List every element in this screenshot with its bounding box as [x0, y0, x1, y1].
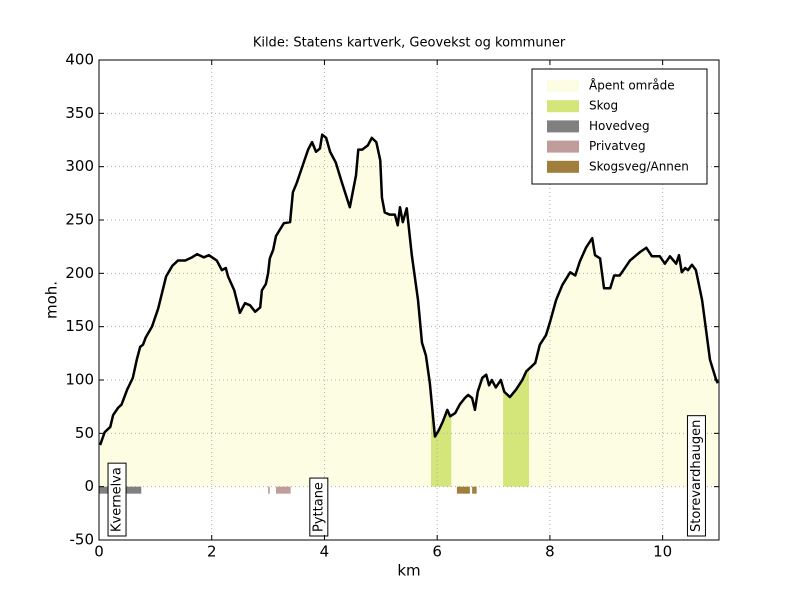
x-tick-label: 8	[545, 543, 555, 561]
annotation-box	[309, 477, 329, 537]
y-axis-label: moh.	[43, 281, 61, 319]
legend: Åpent område Skog Hovedveg Privatveg Skogsve…	[531, 68, 708, 185]
y-tick-label: -50	[70, 531, 95, 549]
x-axis-label: km	[397, 562, 420, 580]
elevation-line	[98, 133, 719, 446]
legend-label: Hovedveg	[589, 119, 650, 133]
plot-area: Kvernelva Pyttane Storevardhaugen 0 2 4 6 8 10 -5…	[65, 51, 720, 561]
annotation-label: Kvernelva	[110, 467, 125, 532]
legend-label: Skog	[589, 99, 618, 113]
y-tick-label: 250	[65, 211, 94, 229]
y-tick-label: 350	[65, 104, 94, 122]
road-segment	[275, 486, 291, 494]
legend-swatch	[547, 80, 579, 92]
legend-swatch	[547, 160, 579, 173]
place-annotation: Kvernelva	[107, 462, 127, 537]
road-segment	[268, 486, 270, 494]
land-cover-area	[100, 134, 718, 487]
land-cover-area	[430, 395, 452, 487]
annotation-label: Pyttane	[311, 482, 326, 532]
x-tick-label: 4	[320, 543, 330, 561]
place-annotation: Storevardhaugen	[686, 415, 706, 537]
legend-swatch	[547, 120, 579, 133]
road-segment	[456, 486, 470, 494]
annotation-box	[686, 415, 706, 537]
legend-swatch	[547, 140, 579, 153]
y-tick-label: 50	[75, 424, 94, 442]
legend-swatch	[547, 100, 579, 113]
axes-frame	[98, 59, 720, 541]
place-annotation: Pyttane	[309, 477, 329, 537]
x-tick-label: 10	[653, 543, 672, 561]
x-tick-label: 0	[94, 543, 104, 561]
x-tick-label: 6	[432, 543, 442, 561]
legend-label: Privatveg	[589, 139, 646, 153]
y-tick-label: 150	[65, 317, 94, 335]
y-tick-label: 300	[65, 157, 94, 175]
y-tick-label: 400	[65, 51, 94, 69]
annotation-box	[107, 462, 127, 537]
y-tick-label: 100	[65, 371, 94, 389]
x-tick-label: 2	[207, 543, 217, 561]
annotation-label: Storevardhaugen	[689, 420, 704, 532]
legend-label: Skogsveg/Annen	[589, 159, 689, 173]
road-segment	[472, 486, 477, 494]
chart-title: Kilde: Statens kartverk, Geovekst og kom…	[253, 36, 566, 51]
y-tick-label: 0	[84, 477, 94, 495]
legend-label: Åpent område	[589, 78, 675, 93]
y-tick-label: 200	[65, 264, 94, 282]
